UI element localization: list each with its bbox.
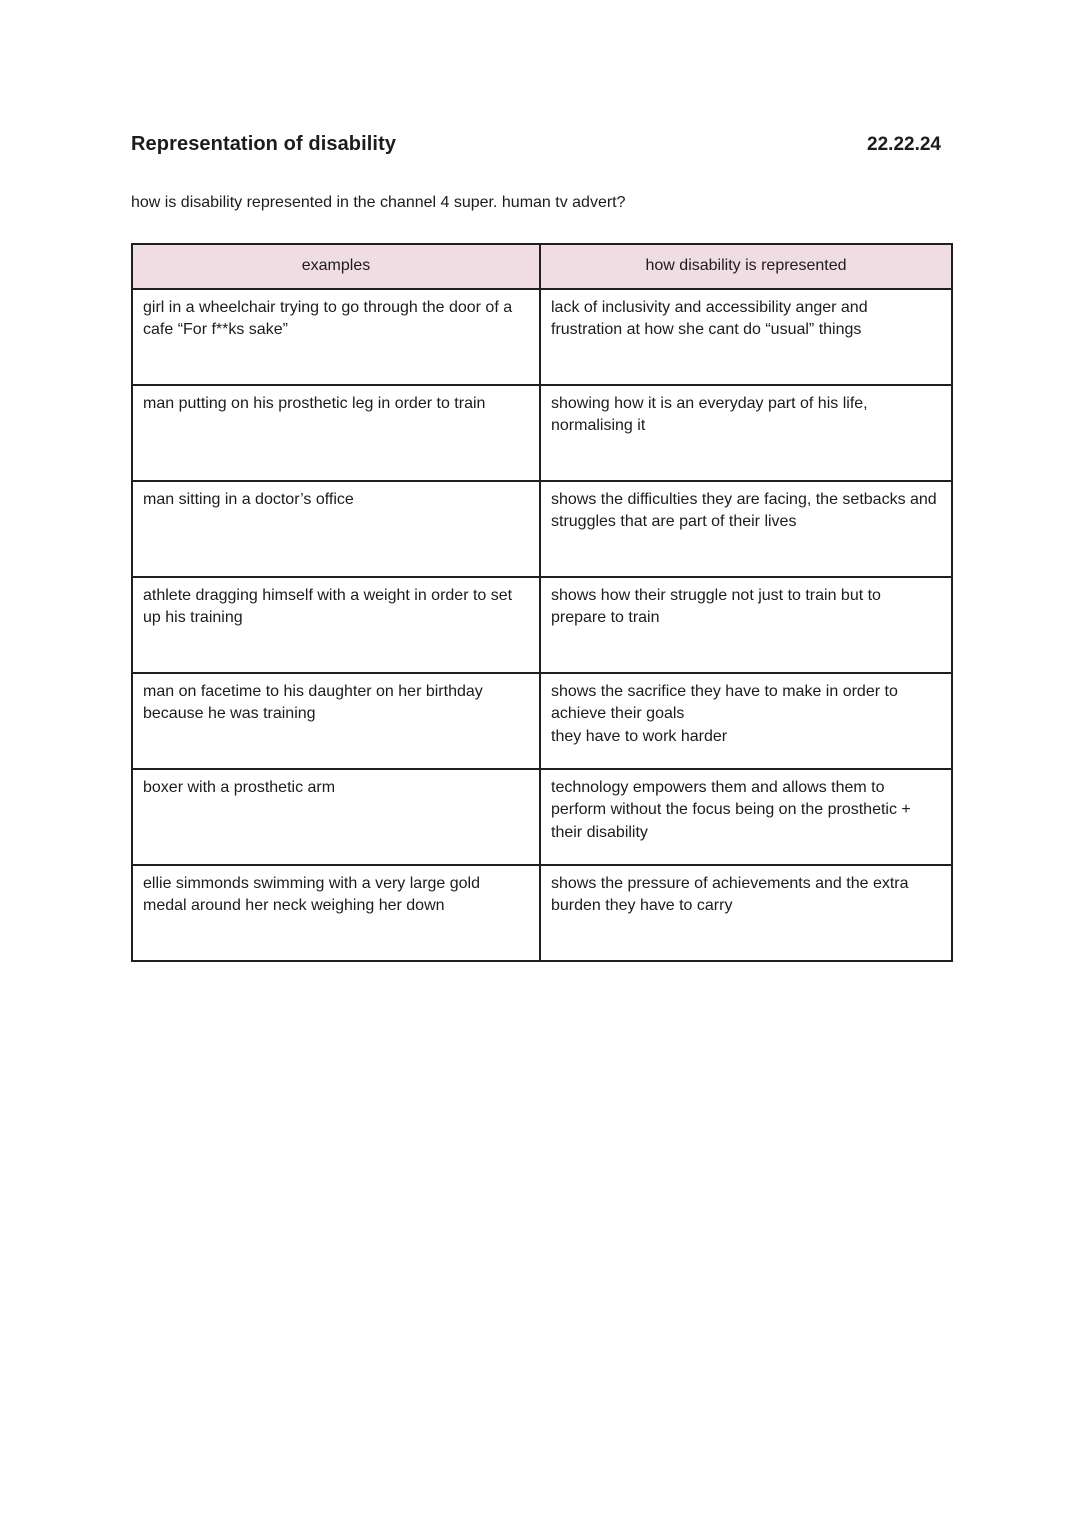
example-cell: ellie simmonds swimming with a very larg… [131, 863, 541, 962]
representation-cell: shows the pressure of achievements and t… [539, 863, 953, 962]
table-row: girl in a wheelchair trying to go throug… [131, 287, 953, 386]
example-cell: boxer with a prosthetic arm [131, 767, 541, 866]
representation-cell: lack of inclusivity and accessibility an… [539, 287, 953, 386]
representation-cell: technology empowers them and allows them… [539, 767, 953, 866]
table-row: athlete dragging himself with a weight i… [131, 575, 953, 674]
representation-cell: shows the sacrifice they have to make in… [539, 671, 953, 770]
representation-cell: showing how it is an everyday part of hi… [539, 383, 953, 482]
representation-cell: shows the difficulties they are facing, … [539, 479, 953, 578]
example-cell: man on facetime to his daughter on her b… [131, 671, 541, 770]
table-row: man sitting in a doctor’s office shows t… [131, 479, 953, 578]
example-cell: athlete dragging himself with a weight i… [131, 575, 541, 674]
table-header-representation: how disability is represented [539, 242, 953, 290]
representation-cell: shows how their struggle not just to tra… [539, 575, 953, 674]
notes-table: examples how disability is represented g… [131, 242, 953, 962]
table-row: man on facetime to his daughter on her b… [131, 671, 953, 770]
page-title: Representation of disability [131, 133, 397, 155]
document-content: Representation of disability 22.22.24 ho… [131, 133, 953, 962]
table-row: man putting on his prosthetic leg in ord… [131, 383, 953, 482]
example-cell: man putting on his prosthetic leg in ord… [131, 383, 541, 482]
example-cell: girl in a wheelchair trying to go throug… [131, 287, 541, 386]
question-text: how is disability represented in the cha… [131, 194, 626, 211]
table-row: ellie simmonds swimming with a very larg… [131, 863, 953, 962]
page-date: 22.22.24 [867, 134, 941, 155]
table-header-examples: examples [131, 242, 541, 290]
title-row: Representation of disability 22.22.24 [131, 133, 941, 156]
example-cell: man sitting in a doctor’s office [131, 479, 541, 578]
table-row: boxer with a prosthetic arm technology e… [131, 767, 953, 866]
table-header-row: examples how disability is represented [131, 242, 953, 290]
